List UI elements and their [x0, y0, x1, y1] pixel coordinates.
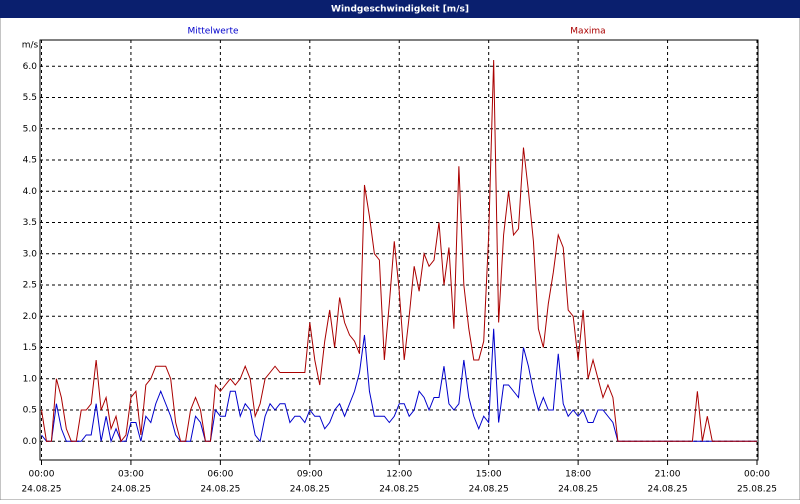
- y-tick-label: 0.0: [23, 437, 38, 447]
- y-tick-label: 3.0: [23, 249, 38, 259]
- chart-title: Windgeschwindigkeit [m/s]: [331, 5, 469, 15]
- x-tick-label: 00:00: [29, 470, 55, 480]
- x-tick-date: 24.08.25: [648, 485, 688, 495]
- x-tick-label: 21:00: [655, 470, 681, 480]
- x-tick-date: 25.08.25: [737, 485, 777, 495]
- x-tick-label: 06:00: [207, 470, 233, 480]
- y-tick-label: 1.0: [23, 374, 38, 384]
- y-tick-label: 1.5: [23, 343, 37, 353]
- y-tick-label: 4.0: [23, 187, 38, 197]
- y-tick-label: 5.5: [23, 93, 37, 103]
- x-tick-date: 24.08.25: [200, 485, 240, 495]
- series-line: [40, 59, 758, 443]
- y-tick-label: 6.0: [23, 62, 38, 72]
- plot-frame: [39, 39, 759, 461]
- x-tick-label: 00:00: [744, 470, 770, 480]
- y-tick-label: 0.5: [23, 406, 37, 416]
- x-tick-date: 24.08.25: [111, 485, 151, 495]
- x-tick-label: 09:00: [297, 470, 323, 480]
- y-tick-label: 3.5: [23, 218, 37, 228]
- legend-label: Mittelwerte: [187, 27, 238, 37]
- x-tick-label: 12:00: [386, 470, 412, 480]
- y-tick-label: 2.5: [23, 281, 37, 291]
- x-tick-label: 18:00: [565, 470, 591, 480]
- x-tick-label: 15:00: [476, 470, 502, 480]
- legend-label: Maxima: [570, 27, 605, 37]
- x-tick-date: 24.08.25: [379, 485, 419, 495]
- x-tick-date: 24.08.25: [290, 485, 330, 495]
- x-tick-date: 24.08.25: [558, 485, 598, 495]
- y-tick-label: 4.5: [23, 156, 37, 166]
- x-tick-date: 24.08.25: [469, 485, 509, 495]
- x-tick-date: 24.08.25: [21, 485, 61, 495]
- y-tick-label: 2.0: [23, 312, 38, 322]
- title-bar: [0, 0, 800, 18]
- y-unit: m/s: [22, 41, 39, 51]
- x-tick-label: 03:00: [118, 470, 144, 480]
- y-tick-label: 5.0: [23, 124, 38, 134]
